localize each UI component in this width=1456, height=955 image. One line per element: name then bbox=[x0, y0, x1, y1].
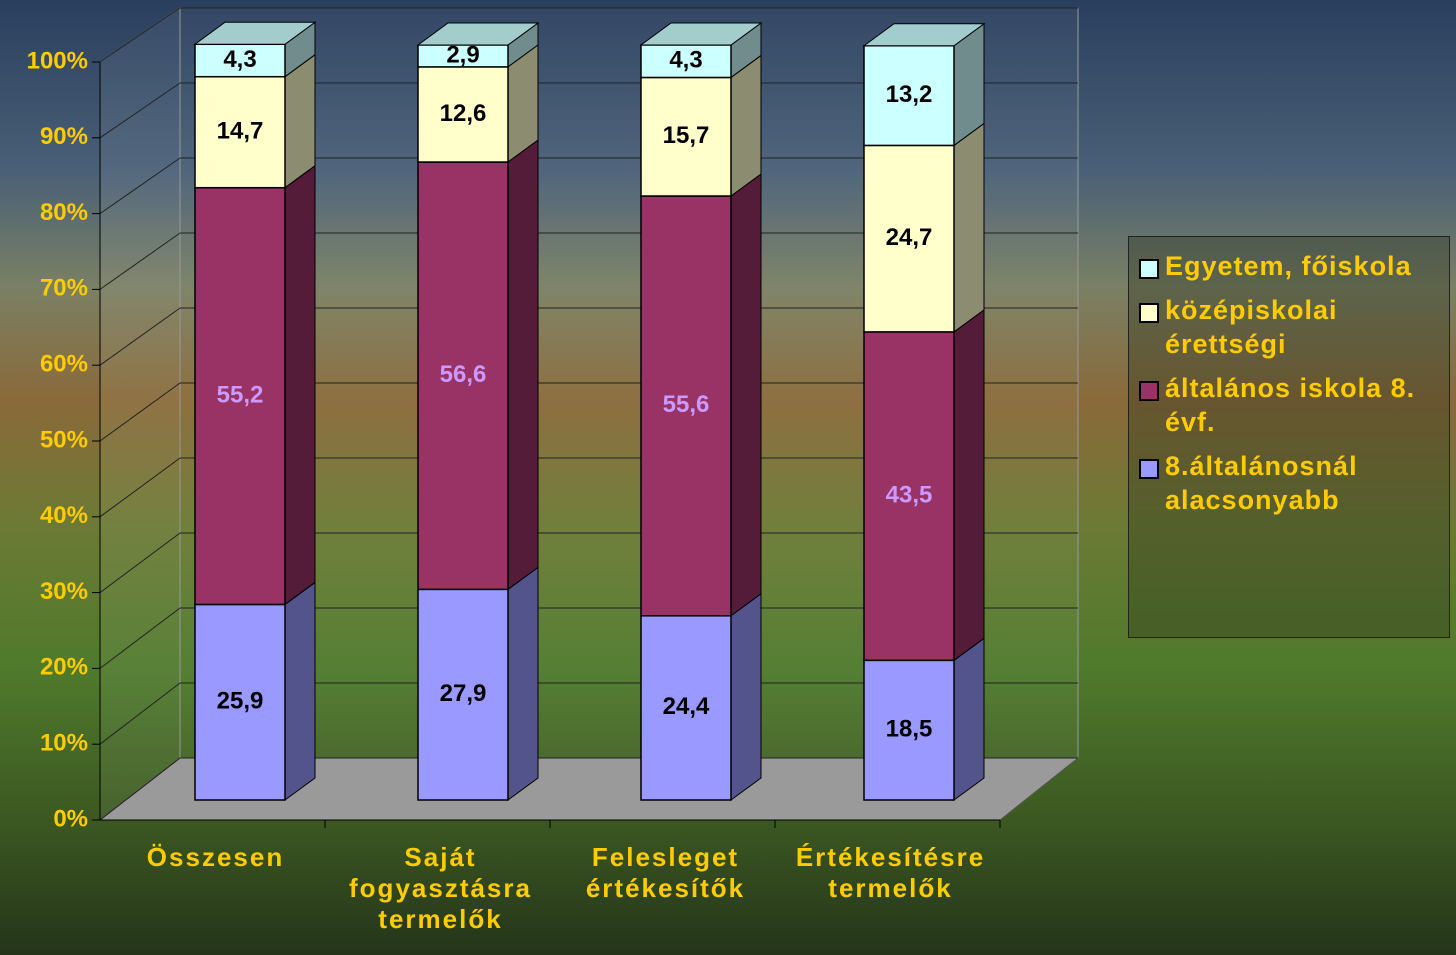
bar-side bbox=[953, 122, 985, 333]
legend-label: 8.általánosnál alacsonyabb bbox=[1165, 451, 1358, 515]
bar bbox=[417, 161, 509, 591]
bar bbox=[417, 588, 509, 801]
y-tick-label: 40% bbox=[40, 502, 88, 529]
bar-side bbox=[507, 139, 539, 591]
y-tick-label: 90% bbox=[40, 123, 88, 150]
bar-side bbox=[284, 53, 316, 189]
bar bbox=[194, 43, 286, 78]
y-tick-label: 20% bbox=[40, 654, 88, 681]
data-label: 18,5 bbox=[886, 716, 933, 743]
bar bbox=[863, 45, 955, 147]
grid-line bbox=[99, 757, 181, 821]
bar-side bbox=[284, 164, 316, 606]
grid-line bbox=[99, 157, 181, 215]
legend-swatch bbox=[1139, 259, 1159, 279]
y-tick-label: 100% bbox=[27, 47, 88, 74]
bar bbox=[417, 66, 509, 163]
y-tick-label: 50% bbox=[40, 426, 88, 453]
grid-line bbox=[99, 7, 181, 63]
bar bbox=[640, 615, 732, 801]
legend-swatch bbox=[1139, 459, 1159, 479]
bar-side bbox=[953, 308, 985, 662]
legend-label: általános iskola 8. évf. bbox=[1165, 373, 1416, 437]
bar-top bbox=[862, 23, 986, 47]
grid-line bbox=[99, 607, 181, 669]
bar-side bbox=[507, 566, 539, 801]
bar-top bbox=[193, 21, 317, 45]
y-tick-label: 80% bbox=[40, 199, 88, 226]
data-label: 55,2 bbox=[217, 381, 264, 408]
y-tick-label: 10% bbox=[40, 730, 88, 757]
bar-side bbox=[953, 637, 985, 801]
x-tick-label: Saját fogyasztásra termelők bbox=[349, 842, 532, 934]
data-label: 13,2 bbox=[886, 81, 933, 108]
data-label: 43,5 bbox=[886, 481, 933, 508]
bar bbox=[863, 659, 955, 801]
data-label: 12,6 bbox=[440, 100, 487, 127]
grid-line bbox=[99, 307, 181, 366]
data-label: 15,7 bbox=[663, 122, 710, 149]
bar-top bbox=[639, 22, 763, 46]
grid-line bbox=[99, 682, 181, 745]
bar-side bbox=[284, 581, 316, 801]
data-label: 4,3 bbox=[669, 47, 702, 74]
bar-side bbox=[730, 592, 762, 801]
grid-line bbox=[99, 82, 181, 139]
y-tick-label: 60% bbox=[40, 351, 88, 378]
grid-line bbox=[99, 232, 181, 290]
data-label: 2,9 bbox=[446, 41, 479, 68]
bar bbox=[863, 331, 955, 662]
bar-top bbox=[416, 22, 540, 46]
bar-side bbox=[730, 54, 762, 197]
grid-line bbox=[99, 532, 181, 594]
bar bbox=[640, 76, 732, 197]
legend-label: középiskolai érettségi bbox=[1165, 295, 1338, 359]
bar bbox=[863, 144, 955, 333]
bar bbox=[194, 186, 286, 606]
data-label: 24,4 bbox=[663, 693, 710, 720]
x-tick-label: Összesen bbox=[146, 842, 285, 872]
legend-item: általános iskola 8. évf. bbox=[1139, 371, 1443, 439]
legend-item: középiskolai érettségi bbox=[1139, 293, 1443, 361]
bar bbox=[194, 75, 286, 189]
data-label: 56,6 bbox=[440, 361, 487, 388]
grid-line bbox=[99, 382, 181, 442]
x-tick-label: Felesleget értékesítők bbox=[585, 842, 746, 903]
legend-item: 8.általánosnál alacsonyabb bbox=[1139, 449, 1443, 517]
data-label: 55,6 bbox=[663, 391, 710, 418]
y-tick-label: 30% bbox=[40, 578, 88, 605]
legend-item: Egyetem, főiskola bbox=[1139, 249, 1443, 283]
bar-side bbox=[730, 173, 762, 617]
data-label: 24,7 bbox=[886, 224, 933, 251]
data-label: 4,3 bbox=[223, 46, 256, 73]
legend-label: Egyetem, főiskola bbox=[1165, 251, 1412, 281]
data-label: 14,7 bbox=[217, 118, 264, 145]
legend-swatch bbox=[1139, 303, 1159, 323]
x-tick-label: Értékesítésre termelők bbox=[795, 842, 986, 903]
y-tick-label: 70% bbox=[40, 275, 88, 302]
legend: Egyetem, főiskola középiskolai érettségi á… bbox=[1128, 236, 1450, 638]
data-label: 27,9 bbox=[440, 680, 487, 707]
y-tick-label: 0% bbox=[53, 805, 88, 832]
data-label: 25,9 bbox=[217, 688, 264, 715]
legend-swatch bbox=[1139, 381, 1159, 401]
bar bbox=[640, 195, 732, 617]
grid-line bbox=[99, 457, 181, 518]
